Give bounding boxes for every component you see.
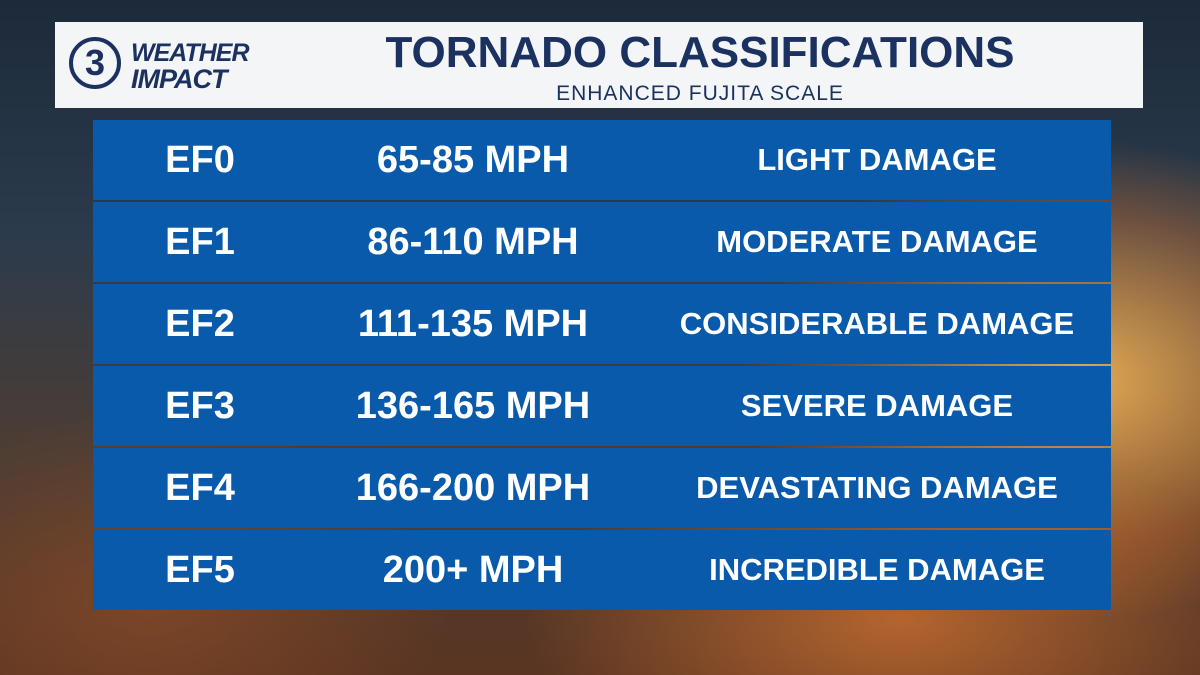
wind-speed: 65-85 MPH	[376, 139, 570, 181]
rating: EF4	[165, 467, 235, 509]
title: TORNADO CLASSIFICATIONS	[385, 28, 1015, 77]
wind-speed: 111-135 MPH	[357, 303, 589, 345]
damage: CONSIDERABLE DAMAGE	[679, 306, 1075, 341]
table-row: EF5 200+ MPH INCREDIBLE DAMAGE	[93, 530, 1111, 610]
damage: LIGHT DAMAGE	[757, 142, 997, 177]
header: 3 WEATHER IMPACT TORNADO CLASSIFICATIONS…	[55, 22, 1143, 108]
table-row: EF2 111-135 MPH CONSIDERABLE DAMAGE	[93, 284, 1111, 364]
logo-number: 3	[69, 37, 121, 89]
wind-speed: 166-200 MPH	[355, 467, 591, 509]
rating: EF0	[165, 139, 235, 181]
subtitle: ENHANCED FUJITA SCALE	[556, 82, 844, 105]
wind-speed: 136-165 MPH	[355, 385, 591, 427]
rating: EF1	[165, 221, 235, 263]
table-row: EF4 166-200 MPH DEVASTATING DAMAGE	[93, 448, 1111, 528]
table-row: EF1 86-110 MPH MODERATE DAMAGE	[93, 202, 1111, 282]
damage: INCREDIBLE DAMAGE	[709, 552, 1045, 587]
damage: DEVASTATING DAMAGE	[696, 470, 1058, 505]
wind-speed: 200+ MPH	[382, 549, 564, 591]
table-row: EF3 136-165 MPH SEVERE DAMAGE	[93, 366, 1111, 446]
wind-speed: 86-110 MPH	[367, 221, 579, 263]
rating: EF3	[165, 385, 235, 427]
table-row: EF0 65-85 MPH LIGHT DAMAGE	[93, 120, 1111, 200]
logo-text: WEATHER	[131, 39, 250, 67]
damage: MODERATE DAMAGE	[716, 224, 1038, 259]
damage: SEVERE DAMAGE	[740, 388, 1014, 423]
rating: EF5	[165, 549, 235, 591]
logo-text: IMPACT	[131, 64, 227, 94]
rating: EF2	[165, 303, 235, 345]
